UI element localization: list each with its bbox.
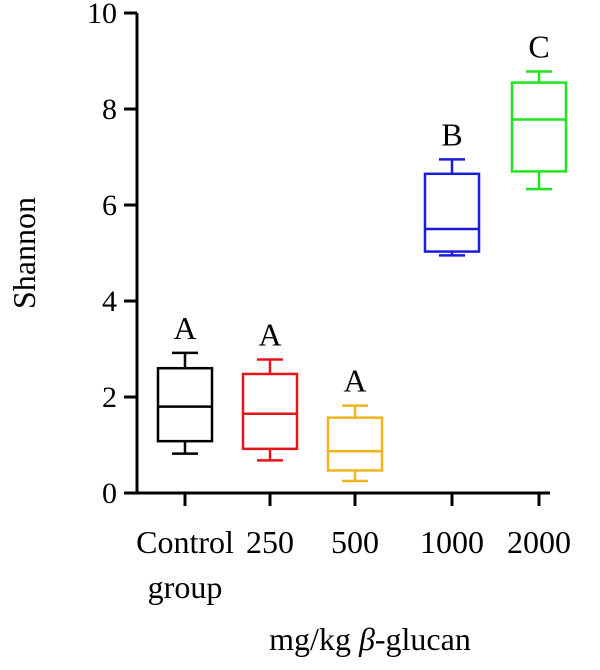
- x-tick-label: Control: [136, 524, 234, 560]
- labels: A Control group A 250 A 500 B 1000 C 2000 Shannon mg…: [6, 29, 571, 657]
- y-tick-label: 10: [87, 0, 117, 30]
- x-tick-label: group: [148, 569, 223, 605]
- y-axis-label: Shannon: [6, 197, 42, 309]
- x-tick-label: 2000: [507, 524, 571, 560]
- boxes: [156, 70, 568, 483]
- box-2: [241, 358, 299, 462]
- box-rect: [326, 416, 384, 472]
- x-tick-label: 500: [331, 524, 379, 560]
- box-rect: [156, 366, 214, 443]
- significance-letter: B: [441, 116, 462, 152]
- box-4: [423, 158, 481, 257]
- x-tick-label: 1000: [420, 524, 484, 560]
- axes: 0 2 4 6 8 10: [87, 0, 550, 510]
- significance-letter: A: [173, 310, 196, 346]
- x-axis-label: mg/kg β-glucan: [269, 621, 471, 657]
- y-tick-label: 8: [102, 93, 117, 126]
- y-tick-label: 0: [102, 477, 117, 510]
- x-axis-label-suffix: -glucan: [375, 621, 471, 657]
- x-tick-label: 250: [246, 524, 294, 560]
- x-axis-label-prefix: mg/kg: [269, 621, 359, 657]
- box-3: [326, 404, 384, 483]
- box-rect: [241, 372, 299, 451]
- y-tick-label: 6: [102, 189, 117, 222]
- significance-letter: A: [258, 317, 281, 353]
- box-5: [510, 70, 568, 191]
- box-1: [156, 351, 214, 455]
- box-rect: [423, 172, 481, 253]
- significance-letter: C: [528, 29, 549, 65]
- box-rect: [510, 81, 568, 173]
- y-tick-label: 4: [102, 285, 117, 318]
- y-tick-label: 2: [102, 381, 117, 414]
- significance-letter: A: [343, 363, 366, 399]
- x-axis-label-beta: β: [358, 621, 375, 657]
